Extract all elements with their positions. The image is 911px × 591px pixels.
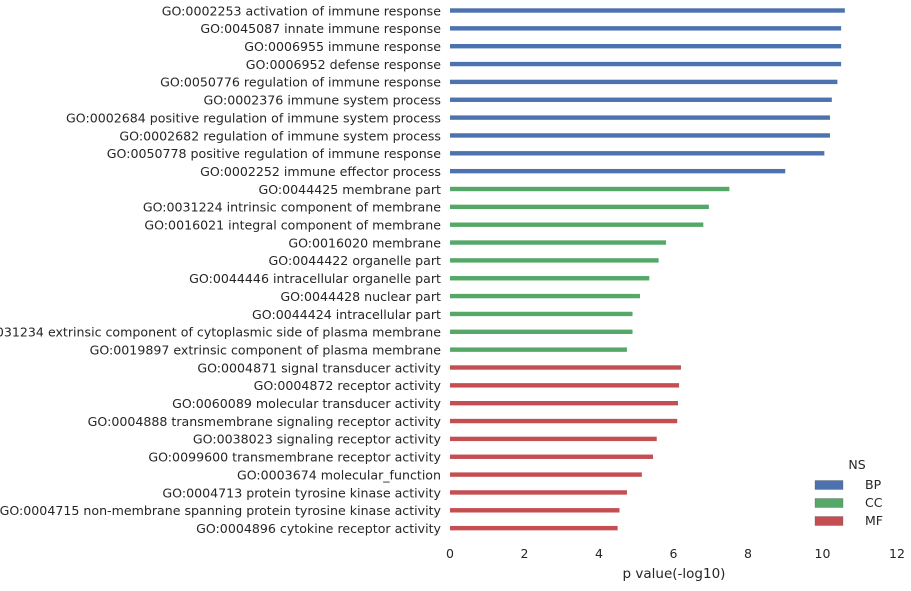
category-label: GO:0006952 defense response (246, 57, 441, 72)
bar-mf-27 (450, 490, 627, 495)
category-label: GO:0099600 transmembrane receptor activi… (148, 450, 441, 465)
category-label: GO:0002253 activation of immune response (162, 3, 442, 18)
category-label: GO:0002376 immune system process (204, 93, 441, 108)
category-label: GO:0050778 positive regulation of immune… (107, 146, 441, 161)
bar-cc-10 (450, 186, 730, 192)
category-label: GO:0004871 signal transducer activity (197, 360, 441, 375)
legend-swatch-cc (814, 498, 844, 508)
category-label: GO:0004713 protein tyrosine kinase activ… (162, 485, 441, 500)
bar-cc-17 (450, 311, 633, 317)
bar-bp-9 (450, 168, 786, 174)
category-label: GO:0016021 integral component of membran… (144, 218, 441, 233)
category-labels: GO:0002253 activation of immune response… (0, 3, 442, 536)
bar-mf-28 (450, 508, 620, 513)
category-label: GO:0044428 nuclear part (280, 289, 441, 304)
category-label: GO:0060089 molecular transducer activity (172, 396, 441, 411)
legend-label-cc: CC (865, 495, 883, 510)
legend-label-bp: BP (865, 477, 882, 492)
category-label: GO:0031224 intrinsic component of membra… (143, 200, 441, 215)
category-label: GO:0031234 extrinsic component of cytopl… (0, 325, 441, 340)
bar-bp-2 (450, 44, 842, 49)
category-label: GO:0044446 intracellular organelle part (189, 271, 441, 286)
bar-mf-29 (450, 525, 618, 531)
bar-cc-19 (450, 347, 627, 352)
bar-bp-0 (450, 8, 845, 13)
category-label: GO:0038023 signaling receptor activity (193, 432, 442, 447)
bar-cc-14 (450, 258, 659, 263)
bar-bp-4 (450, 79, 838, 85)
category-label: GO:0004715 non-membrane spanning protein… (0, 503, 442, 518)
bar-mf-22 (450, 401, 678, 406)
x-tick-label: 6 (670, 546, 678, 561)
bar-bp-3 (450, 61, 842, 67)
bar-mf-20 (450, 365, 681, 370)
category-label: GO:0044422 organelle part (269, 253, 442, 268)
bar-cc-16 (450, 293, 640, 299)
bar-cc-15 (450, 276, 650, 281)
x-tick-label: 12 (889, 546, 905, 561)
legend-entries: BP CC MF (814, 477, 883, 528)
bar-bp-6 (450, 115, 830, 120)
bar-mf-23 (450, 418, 678, 424)
legend-label-mf: MF (865, 513, 883, 528)
category-label: GO:0045087 innate immune response (200, 21, 441, 36)
bar-cc-12 (450, 222, 704, 227)
x-axis-title: p value(-log10) (623, 566, 726, 582)
legend-swatch-mf (814, 516, 844, 526)
category-label: GO:0002684 positive regulation of immune… (66, 110, 441, 125)
bar-mf-25 (450, 454, 654, 459)
bars-layer (450, 8, 845, 531)
bar-bp-5 (450, 97, 832, 102)
category-label: GO:0003674 molecular_function (237, 467, 441, 482)
category-label: GO:0004872 receptor activity (254, 378, 442, 393)
category-label: GO:0004888 transmembrane signaling recep… (88, 414, 442, 429)
bar-bp-1 (450, 26, 842, 31)
category-label: GO:0050776 regulation of immune response (160, 75, 441, 90)
bar-bp-7 (450, 133, 830, 138)
legend: NS BP CC MF (814, 457, 883, 528)
legend-swatch-bp (814, 480, 844, 490)
bar-cc-13 (450, 240, 667, 245)
bar-cc-18 (450, 329, 633, 334)
x-tick-label: 2 (521, 546, 529, 561)
category-label: GO:0002682 regulation of immune system p… (119, 128, 441, 143)
x-tick-label: 8 (744, 546, 752, 561)
bar-mf-24 (450, 436, 657, 442)
bar-bp-8 (450, 151, 825, 156)
category-label: GO:0019897 extrinsic component of plasma… (90, 342, 442, 357)
category-label: GO:0044424 intracellular part (252, 307, 441, 322)
legend-title: NS (848, 457, 865, 472)
bar-cc-11 (450, 204, 709, 210)
category-label: GO:0016020 membrane (288, 235, 441, 250)
category-label: GO:0004896 cytokine receptor activity (196, 521, 441, 536)
bar-mf-26 (450, 472, 642, 477)
x-tick-label: 0 (446, 546, 454, 561)
x-tick-label: 10 (815, 546, 831, 561)
bar-mf-21 (450, 383, 680, 388)
category-label: GO:0006955 immune response (244, 39, 441, 54)
x-axis-ticks: 0 2 4 6 8 10 12 (446, 546, 905, 561)
category-label: GO:0002252 immune effector process (200, 164, 441, 179)
category-label: GO:0044425 membrane part (258, 182, 441, 197)
x-tick-label: 4 (595, 546, 603, 561)
